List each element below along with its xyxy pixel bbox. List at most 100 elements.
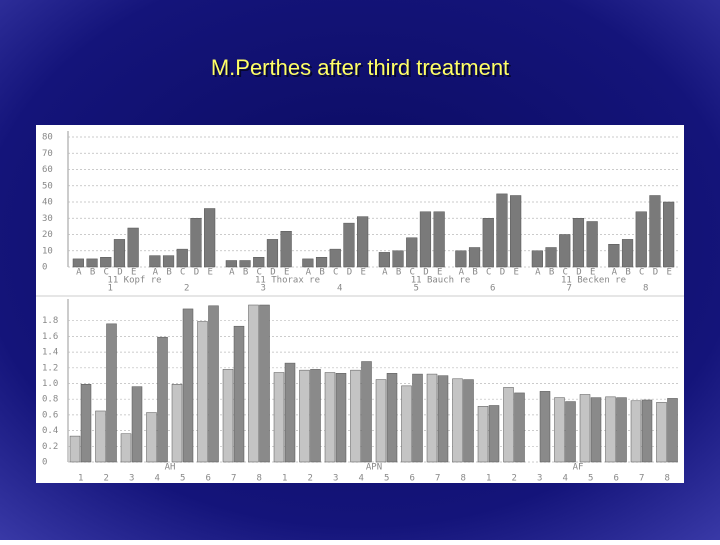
group-label: 5 (414, 284, 419, 294)
group-label: 6 (490, 284, 495, 294)
bar (204, 208, 216, 268)
x-tick-label: 1 (486, 474, 491, 484)
bar-label: B (625, 268, 630, 278)
bar-label: A (459, 268, 465, 278)
bar (630, 400, 642, 463)
bar (621, 239, 634, 268)
region-label: 11 Becken re (561, 276, 626, 286)
bar (357, 216, 369, 268)
region-label: 11 Thorax re (255, 276, 320, 286)
bar-label: B (319, 268, 324, 278)
bar-label: D (576, 268, 581, 278)
bar (452, 378, 463, 463)
bar (266, 239, 279, 268)
bar (579, 394, 591, 463)
bar-label: C (639, 268, 644, 278)
bar (273, 372, 285, 463)
x-tick-label: 3 (333, 474, 338, 484)
group-label: AF (573, 463, 584, 473)
group-label: 8 (643, 284, 648, 294)
slide-title: M.Perthes after third treatment (211, 55, 509, 80)
bar (162, 255, 175, 268)
y-tick-label: 1.6 (42, 332, 58, 342)
bar-label: D (347, 268, 352, 278)
bar-label: E (666, 268, 671, 278)
bar (378, 252, 390, 268)
bar (182, 308, 194, 463)
bar (503, 387, 514, 463)
x-tick-label: 2 (512, 474, 517, 484)
y-tick-label: 1.4 (42, 348, 58, 358)
bar (149, 255, 161, 268)
bar-label: C (333, 268, 338, 278)
bar (190, 218, 202, 268)
bar (239, 260, 251, 268)
y-tick-label: 20 (42, 230, 53, 240)
bar-label: B (396, 268, 401, 278)
bar (656, 402, 667, 463)
x-tick-label: 1 (78, 474, 83, 484)
bar-label: E (131, 268, 136, 278)
bar-label: E (590, 268, 595, 278)
bar (100, 257, 112, 268)
bar (437, 375, 449, 463)
bar (539, 391, 551, 463)
bar (208, 305, 219, 463)
x-tick-label: 7 (435, 474, 440, 484)
bar (329, 248, 341, 268)
bar-label: C (104, 268, 109, 278)
bar (488, 405, 500, 463)
x-tick-label: 8 (257, 474, 262, 484)
bar (608, 244, 620, 268)
y-tick-label: 0 (42, 263, 47, 273)
bar (635, 211, 647, 268)
bar-label: D (194, 268, 199, 278)
group-label: 7 (567, 284, 572, 294)
bar (127, 227, 139, 268)
bar-label: D (653, 268, 658, 278)
bar-label: B (549, 268, 554, 278)
bar (343, 222, 355, 268)
bar (586, 221, 598, 268)
y-tick-label: 30 (42, 214, 53, 224)
bar-label: B (90, 268, 95, 278)
bar (605, 396, 616, 463)
bar (197, 321, 208, 463)
bar-label: A (535, 268, 541, 278)
bar-label: D (423, 268, 428, 278)
bar (514, 392, 525, 463)
bar (477, 406, 489, 463)
bar-label: E (207, 268, 212, 278)
bar (113, 239, 126, 268)
bar (171, 384, 183, 463)
bar-label: A (76, 268, 82, 278)
y-tick-label: 0.4 (42, 426, 58, 436)
x-tick-label: 3 (537, 474, 542, 484)
bar (375, 379, 387, 463)
x-tick-label: 7 (639, 474, 644, 484)
y-tick-label: 50 (42, 181, 53, 191)
bar-label: A (382, 268, 388, 278)
y-tick-label: 80 (42, 133, 53, 143)
y-tick-label: 0.8 (42, 395, 58, 405)
bar (350, 369, 361, 463)
bar (406, 237, 418, 268)
group-label: 1 (108, 284, 113, 294)
x-tick-label: 5 (384, 474, 389, 484)
bar-label: C (410, 268, 415, 278)
x-tick-label: 1 (282, 474, 287, 484)
bar (590, 397, 602, 463)
bar (572, 218, 585, 268)
bar (106, 323, 117, 463)
y-tick-label: 60 (42, 165, 53, 175)
bar (146, 412, 157, 463)
bar (80, 384, 92, 463)
bar-label: A (229, 268, 235, 278)
bar (463, 379, 474, 463)
bar (510, 195, 522, 268)
bar-label: D (117, 268, 122, 278)
x-tick-label: 5 (588, 474, 593, 484)
group-label: AH (165, 463, 176, 473)
bar (641, 399, 653, 463)
